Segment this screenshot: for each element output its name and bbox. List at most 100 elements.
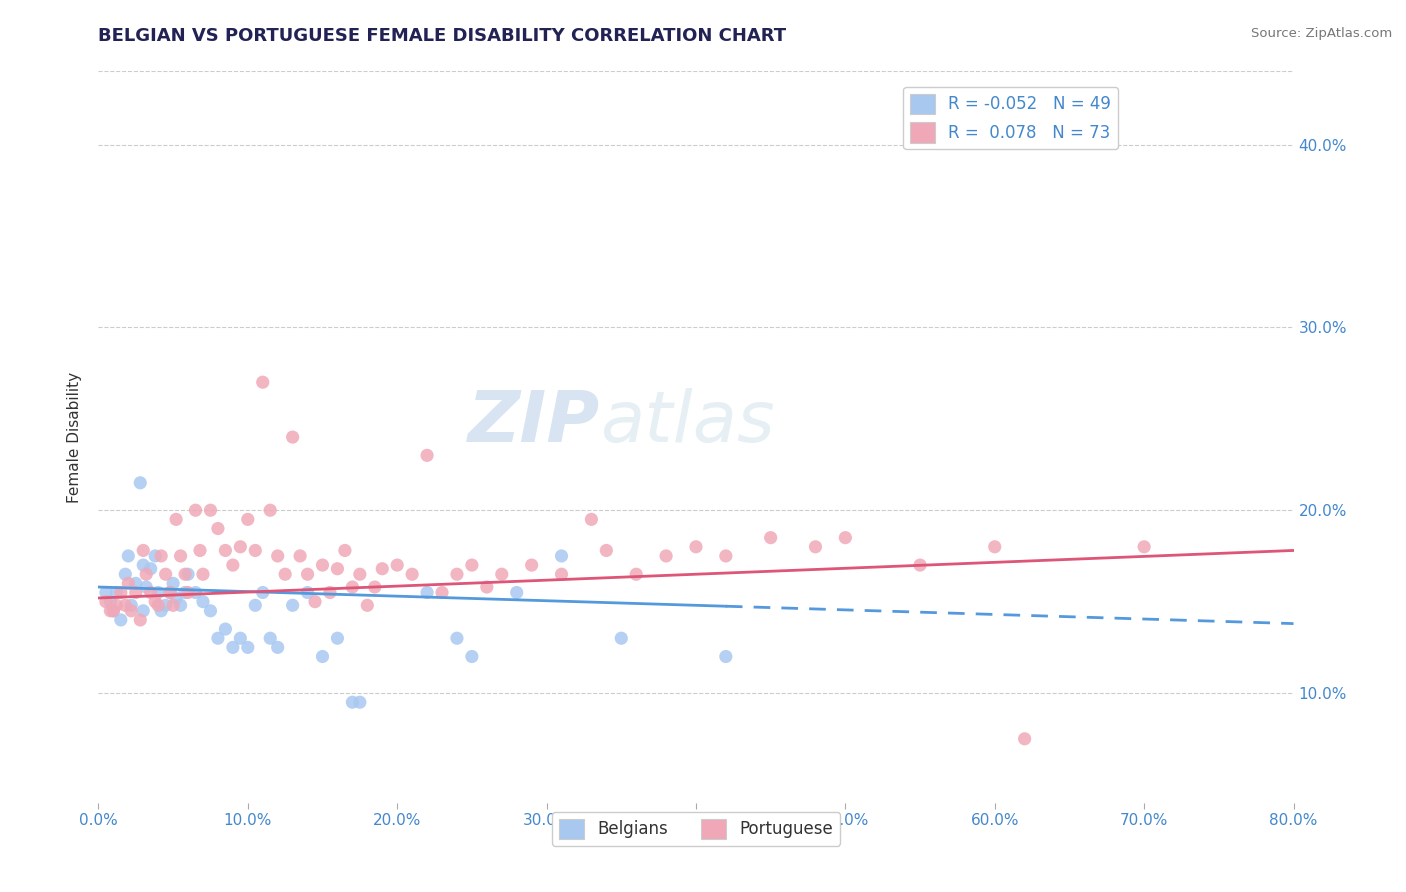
- Point: [311, 649, 333, 664]
- Point: [385, 558, 409, 573]
- Point: [506, 585, 529, 599]
- Point: [326, 632, 349, 646]
- Point: [288, 549, 311, 563]
- Point: [207, 632, 229, 646]
- Point: [416, 448, 439, 462]
- Point: [342, 695, 364, 709]
- Point: [297, 567, 319, 582]
- Point: [184, 503, 207, 517]
- Point: [491, 567, 513, 582]
- Point: [274, 567, 297, 582]
- Point: [139, 585, 162, 599]
- Point: [804, 540, 827, 554]
- Point: [349, 567, 371, 582]
- Point: [267, 640, 290, 655]
- Point: [159, 585, 181, 599]
- Point: [174, 585, 197, 599]
- Point: [259, 632, 281, 646]
- Point: [685, 540, 707, 554]
- Point: [252, 375, 274, 389]
- Point: [461, 649, 484, 664]
- Point: [1133, 540, 1156, 554]
- Point: [125, 576, 148, 591]
- Point: [120, 599, 142, 613]
- Point: [200, 503, 222, 517]
- Point: [98, 604, 122, 618]
- Point: [129, 475, 152, 490]
- Point: [834, 531, 856, 545]
- Point: [1014, 731, 1036, 746]
- Point: [174, 567, 197, 582]
- Point: [94, 594, 117, 608]
- Point: [155, 599, 177, 613]
- Point: [165, 512, 187, 526]
- Point: [461, 558, 484, 573]
- Point: [177, 585, 200, 599]
- Point: [245, 543, 267, 558]
- Point: [319, 585, 342, 599]
- Point: [759, 531, 782, 545]
- Point: [333, 543, 356, 558]
- Point: [236, 640, 259, 655]
- Point: [135, 580, 157, 594]
- Point: [304, 594, 326, 608]
- Point: [139, 562, 162, 576]
- Point: [169, 549, 191, 563]
- Point: [267, 549, 290, 563]
- Point: [207, 521, 229, 535]
- Point: [520, 558, 543, 573]
- Point: [132, 558, 155, 573]
- Point: [229, 632, 252, 646]
- Point: [626, 567, 648, 582]
- Point: [191, 594, 214, 608]
- Point: [165, 591, 187, 605]
- Point: [222, 640, 245, 655]
- Point: [150, 549, 173, 563]
- Point: [129, 613, 152, 627]
- Point: [984, 540, 1007, 554]
- Point: [143, 594, 166, 608]
- Point: [236, 512, 259, 526]
- Point: [364, 580, 387, 594]
- Point: [349, 695, 371, 709]
- Y-axis label: Female Disability: Female Disability: [67, 371, 83, 503]
- Point: [132, 604, 155, 618]
- Point: [162, 599, 184, 613]
- Point: [326, 562, 349, 576]
- Legend: Belgians, Portuguese: Belgians, Portuguese: [553, 812, 839, 846]
- Point: [200, 604, 222, 618]
- Point: [297, 585, 319, 599]
- Point: [356, 599, 378, 613]
- Point: [98, 594, 122, 608]
- Point: [714, 549, 737, 563]
- Text: atlas: atlas: [600, 388, 775, 457]
- Point: [162, 576, 184, 591]
- Point: [117, 549, 139, 563]
- Point: [191, 567, 214, 582]
- Point: [281, 430, 304, 444]
- Point: [132, 543, 155, 558]
- Point: [401, 567, 423, 582]
- Point: [105, 585, 128, 599]
- Point: [908, 558, 931, 573]
- Point: [169, 599, 191, 613]
- Point: [143, 549, 166, 563]
- Point: [159, 585, 181, 599]
- Point: [125, 585, 148, 599]
- Point: [655, 549, 678, 563]
- Point: [184, 585, 207, 599]
- Point: [150, 604, 173, 618]
- Point: [148, 599, 170, 613]
- Point: [281, 599, 304, 613]
- Point: [114, 567, 136, 582]
- Point: [245, 599, 267, 613]
- Point: [252, 585, 274, 599]
- Point: [446, 632, 468, 646]
- Point: [430, 585, 453, 599]
- Point: [550, 549, 572, 563]
- Text: ZIP: ZIP: [468, 388, 600, 457]
- Point: [114, 599, 136, 613]
- Point: [371, 562, 394, 576]
- Point: [610, 632, 633, 646]
- Point: [581, 512, 603, 526]
